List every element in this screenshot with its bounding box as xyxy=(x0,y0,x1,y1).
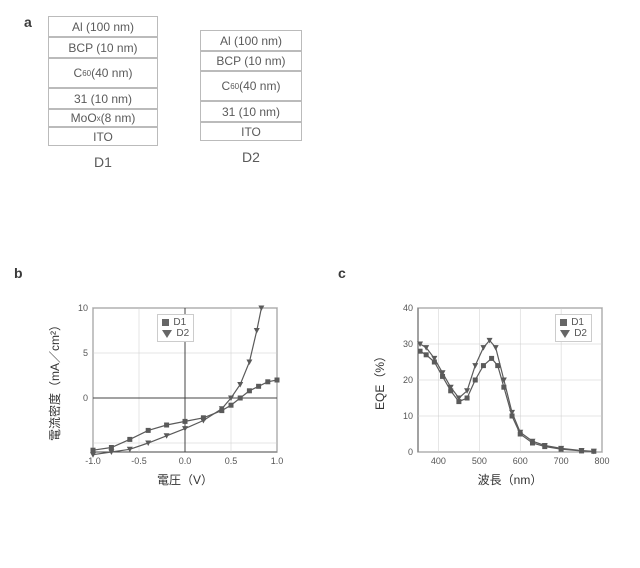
device-stack-d1: Al (100 nm)BCP (10 nm)C60 (40 nm)31 (10 … xyxy=(48,16,158,170)
stack-caption: D1 xyxy=(48,154,158,170)
svg-text:20: 20 xyxy=(403,375,413,385)
svg-text:5: 5 xyxy=(83,348,88,358)
square-marker-icon xyxy=(162,319,169,326)
legend-item: D1 xyxy=(162,317,189,328)
svg-text:1.0: 1.0 xyxy=(271,456,284,466)
svg-text:電圧（V）: 電圧（V） xyxy=(157,473,213,487)
eqe-chart: 400 500 600 700 800 0 10 20 30 40 波長（nm） EQE（%） D1D2 xyxy=(370,300,610,490)
svg-text:800: 800 xyxy=(594,456,609,466)
triangle-marker-icon xyxy=(162,330,172,338)
legend-label: D2 xyxy=(176,328,189,339)
svg-text:400: 400 xyxy=(431,456,446,466)
svg-text:10: 10 xyxy=(78,303,88,313)
svg-text:-0.5: -0.5 xyxy=(131,456,147,466)
svg-text:30: 30 xyxy=(403,339,413,349)
svg-text:波長（nm）: 波長（nm） xyxy=(478,473,543,487)
iv-chart: -1.0-0.50.00.51.00510電圧（V）電流密度（mA／cm²）D1… xyxy=(45,300,285,490)
device-layer: 31 (10 nm) xyxy=(48,88,158,109)
device-layer: BCP (10 nm) xyxy=(48,37,158,58)
legend-item: D1 xyxy=(560,317,587,328)
legend-label: D2 xyxy=(574,328,587,339)
legend-label: D1 xyxy=(173,317,186,328)
device-layer: C60 (40 nm) xyxy=(48,58,158,88)
panel-b-label: b xyxy=(14,265,23,281)
square-marker-icon xyxy=(560,319,567,326)
svg-text:EQE（%）: EQE（%） xyxy=(373,350,387,410)
legend-label: D1 xyxy=(571,317,584,328)
svg-text:0.0: 0.0 xyxy=(179,456,192,466)
device-layer: ITO xyxy=(48,127,158,146)
chart-legend: D1D2 xyxy=(157,314,194,342)
panel-a-label: a xyxy=(24,14,32,30)
device-layer: ITO xyxy=(200,122,302,141)
svg-text:10: 10 xyxy=(403,411,413,421)
triangle-marker-icon xyxy=(560,330,570,338)
device-layer: Al (100 nm) xyxy=(48,16,158,37)
svg-text:0: 0 xyxy=(83,393,88,403)
device-layer: Al (100 nm) xyxy=(200,30,302,51)
legend-item: D2 xyxy=(560,328,587,339)
panel-c-label: c xyxy=(338,265,346,281)
legend-item: D2 xyxy=(162,328,189,339)
chart-legend: D1D2 xyxy=(555,314,592,342)
svg-text:電流密度（mA／cm²）: 電流密度（mA／cm²） xyxy=(47,319,62,441)
svg-text:500: 500 xyxy=(472,456,487,466)
device-layer: 31 (10 nm) xyxy=(200,101,302,122)
device-layer: BCP (10 nm) xyxy=(200,51,302,71)
svg-text:40: 40 xyxy=(403,303,413,313)
device-layer: MoOx (8 nm) xyxy=(48,109,158,127)
svg-text:0.5: 0.5 xyxy=(225,456,238,466)
svg-text:0: 0 xyxy=(408,447,413,457)
device-stack-d2: Al (100 nm)BCP (10 nm)C60 (40 nm)31 (10 … xyxy=(200,30,302,165)
device-layer: C60 (40 nm) xyxy=(200,71,302,101)
svg-text:600: 600 xyxy=(513,456,528,466)
stack-caption: D2 xyxy=(200,149,302,165)
svg-text:700: 700 xyxy=(554,456,569,466)
